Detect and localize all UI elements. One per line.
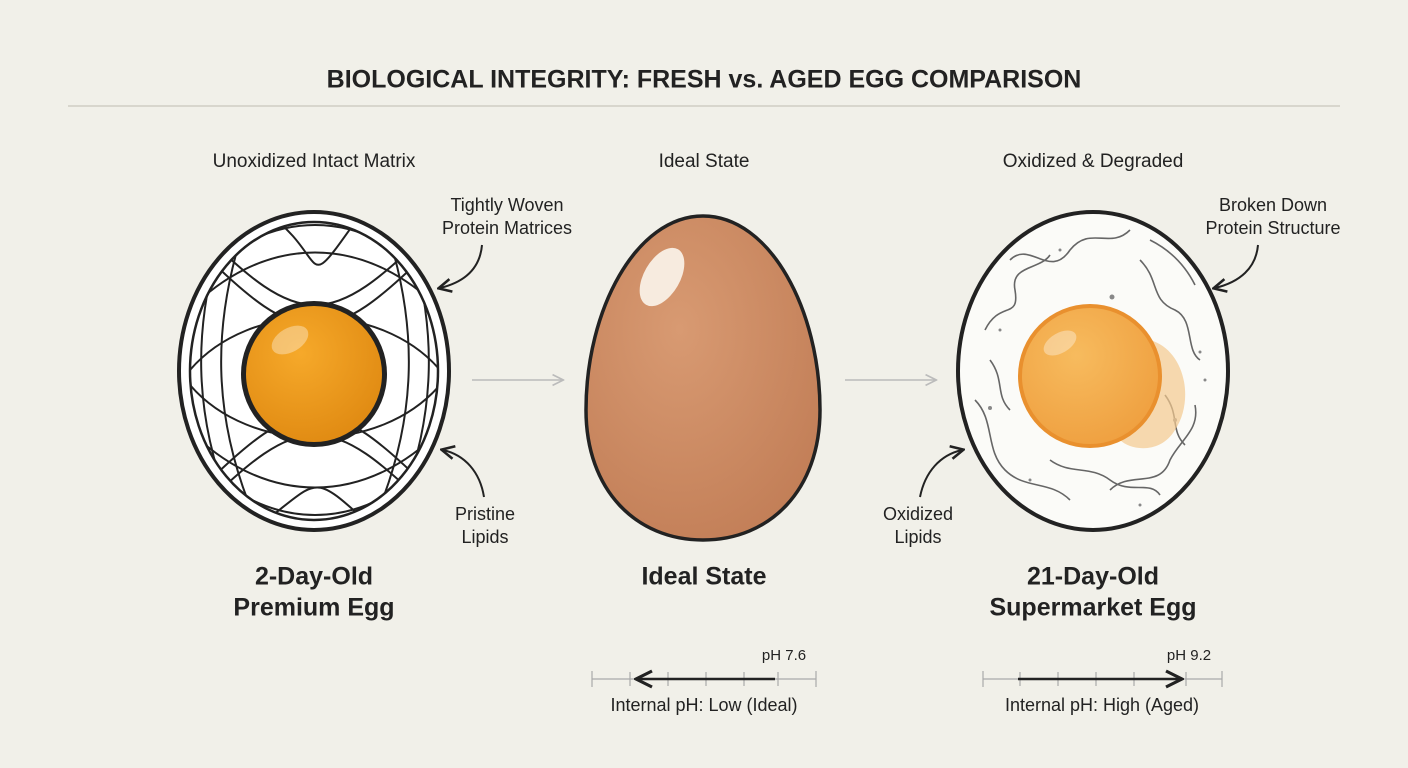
annotation-arrow <box>440 244 483 288</box>
egg-name: Premium Egg <box>233 594 394 622</box>
fresh-egg <box>177 210 451 532</box>
egg-name: 21-Day-Old <box>1027 563 1159 591</box>
aged-egg <box>956 210 1230 532</box>
title: BIOLOGICAL INTEGRITY: FRESH vs. AGED EGG… <box>327 66 1082 94</box>
ph-marker: pH 9.2 <box>1167 647 1211 664</box>
ph-label: Internal pH: High (Aged) <box>1005 695 1199 715</box>
ph-scale <box>982 671 1223 687</box>
egg-name: Supermarket Egg <box>989 594 1196 622</box>
ph-marker: pH 7.6 <box>762 647 806 664</box>
ph-label: Internal pH: Low (Ideal) <box>610 695 797 715</box>
annotation: Pristine <box>455 504 515 524</box>
egg-name: 2-Day-Old <box>255 563 373 591</box>
ideal-egg <box>584 214 822 542</box>
panel-heading: Oxidized & Degraded <box>1003 151 1184 172</box>
annotation: Protein Structure <box>1205 218 1340 238</box>
panel-heading: Ideal State <box>659 151 750 172</box>
annotation: Oxidized <box>883 504 953 524</box>
annotation: Broken Down <box>1219 195 1327 215</box>
annotation-arrow <box>1215 244 1259 288</box>
annotation-arrow <box>919 450 962 498</box>
egg-name: Ideal State <box>641 563 766 591</box>
ph-scale <box>591 671 817 687</box>
annotation: Protein Matrices <box>442 218 572 238</box>
annotation: Lipids <box>461 527 508 547</box>
annotation: Tightly Woven <box>450 195 563 215</box>
annotation: Lipids <box>894 527 941 547</box>
panel-heading: Unoxidized Intact Matrix <box>213 151 416 172</box>
annotation-arrow <box>443 450 485 498</box>
